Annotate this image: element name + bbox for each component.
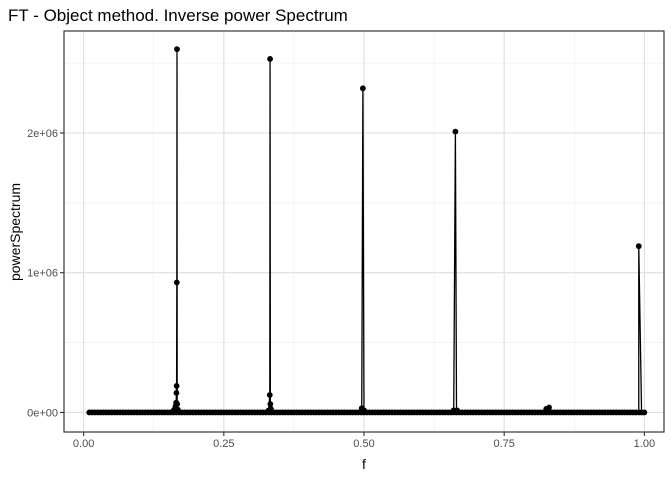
x-tick-label: 0.50: [353, 438, 374, 450]
data-point: [174, 401, 181, 407]
data-point: [267, 56, 273, 62]
chart-title: FT - Object method. Inverse power Spectr…: [8, 6, 348, 25]
y-tick-label: 0e+00: [27, 407, 58, 419]
data-point: [452, 128, 459, 135]
x-tick-label: 1.00: [634, 438, 655, 450]
data-point: [359, 85, 366, 92]
data-point: [174, 46, 180, 53]
data-point: [173, 279, 180, 286]
data-point: [546, 404, 552, 411]
x-axis-ticks: 0.00 0.25 0.50 0.75 1.00: [73, 432, 655, 450]
x-axis-title: f: [362, 456, 366, 472]
data-point: [635, 243, 642, 250]
x-tick-label: 0.00: [73, 438, 94, 450]
x-tick-label: 0.75: [493, 438, 514, 450]
data-point: [173, 389, 180, 396]
data-point: [267, 401, 274, 407]
data-points-group: [86, 46, 648, 416]
x-tick-label: 0.25: [213, 438, 234, 450]
data-point: [641, 409, 648, 416]
y-tick-label: 2e+06: [27, 128, 58, 140]
y-axis-title: powerSpectrum: [7, 183, 23, 281]
panel-border: [63, 30, 665, 433]
y-tick-label: 1e+06: [27, 268, 58, 280]
data-point: [266, 392, 273, 398]
data-point: [173, 382, 180, 389]
y-axis-ticks: 0e+00 1e+06 2e+06: [27, 128, 64, 419]
